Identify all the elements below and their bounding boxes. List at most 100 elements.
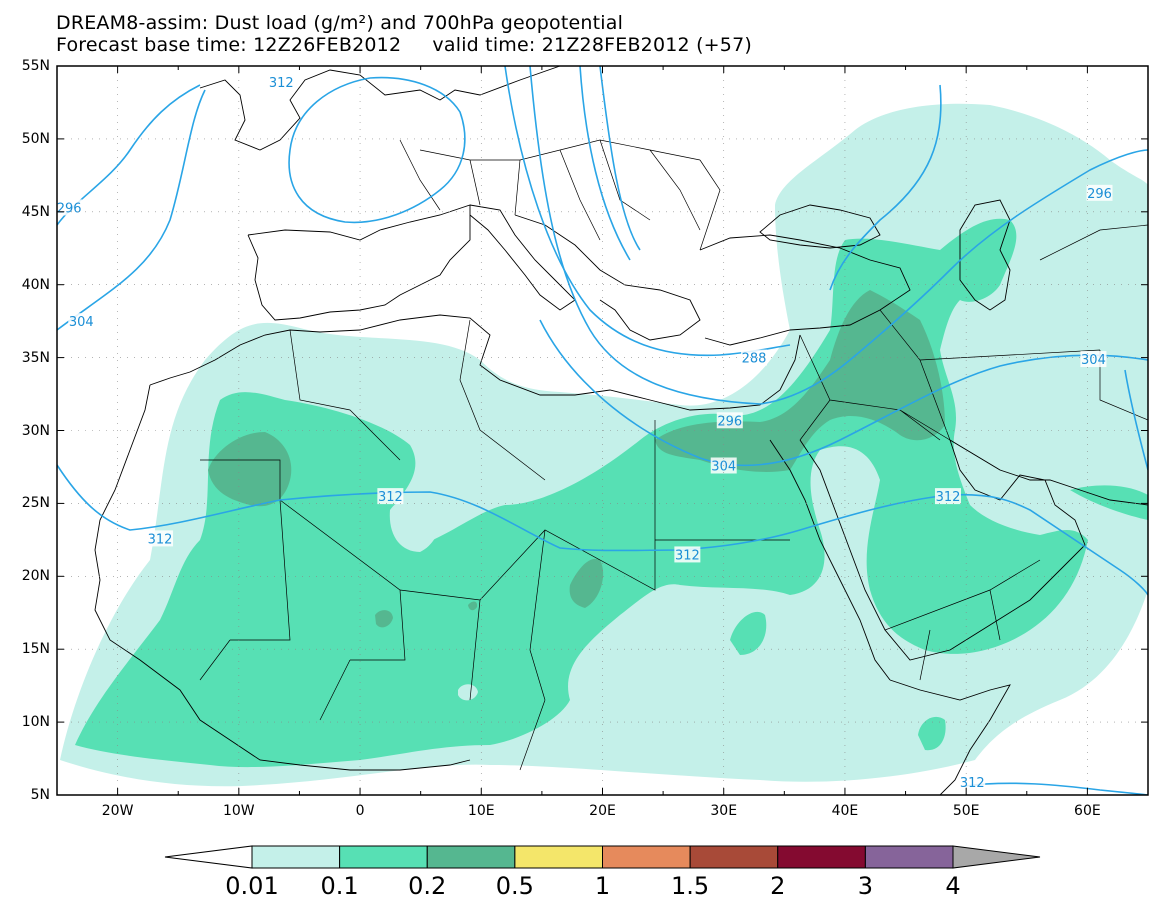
longitude-label: 50E bbox=[952, 803, 980, 819]
contour-label: 312 bbox=[268, 74, 295, 91]
contour-labels: 312 296 304 288 296 304 312 312 312 312 304 296 312 bbox=[56, 74, 1113, 791]
contour-label-text: 304 bbox=[711, 459, 736, 474]
contour-312-south bbox=[964, 782, 1148, 795]
contour-label-text: 296 bbox=[717, 414, 742, 429]
contour-label-text: 312 bbox=[378, 490, 403, 505]
contour-label: 304 bbox=[1080, 351, 1107, 368]
country-borders-africa bbox=[199, 319, 790, 771]
colorbar-swatch bbox=[251, 845, 341, 869]
dust-clear-area bbox=[389, 495, 442, 552]
colorbar-swatch bbox=[426, 845, 516, 869]
longitude-label: 40E bbox=[831, 803, 859, 819]
contour-label: 288 bbox=[741, 349, 768, 367]
contour-label-text: 304 bbox=[69, 315, 94, 330]
longitude-label: 60E bbox=[1074, 803, 1101, 819]
chart-title: DREAM8-assim: Dust load (g/m²) and 700hP… bbox=[56, 12, 624, 34]
colorbar-high-arrow bbox=[952, 845, 1041, 869]
contour-288 bbox=[504, 66, 791, 357]
contour-label-text: 312 bbox=[269, 76, 294, 91]
contour-label: 304 bbox=[68, 313, 95, 330]
contour-312-north bbox=[288, 76, 466, 224]
contour-304-west bbox=[57, 89, 206, 331]
colorbar-label: 0.2 bbox=[408, 872, 447, 900]
latitude-label: 40N bbox=[21, 276, 50, 293]
colorbar-label: 1 bbox=[594, 872, 611, 900]
dust-clear-area bbox=[458, 684, 478, 701]
contour-label-text: 312 bbox=[675, 548, 700, 563]
coastlines-and-borders bbox=[94, 66, 1148, 795]
coastline-red-sea bbox=[769, 439, 891, 681]
latitude-label: 20N bbox=[21, 568, 50, 585]
graticule bbox=[56, 65, 1149, 796]
contour-label: 296 bbox=[716, 412, 743, 429]
latitude-label: 55N bbox=[21, 58, 50, 74]
colorbar-label: 4 bbox=[945, 872, 961, 900]
colorbar-label: 2 bbox=[770, 872, 786, 900]
contour-label: 296 bbox=[56, 199, 83, 216]
coastline-iberia bbox=[247, 204, 471, 321]
colorbar-swatch bbox=[514, 845, 603, 869]
contour-304-central bbox=[539, 319, 1148, 467]
contour-312-main bbox=[57, 464, 1148, 596]
longitude-label: 20E bbox=[589, 803, 616, 819]
latitude-label: 5N bbox=[30, 787, 50, 803]
dust-band-0.2 bbox=[569, 558, 604, 608]
contour-label-text: 304 bbox=[1081, 353, 1106, 368]
latitude-label: 45N bbox=[21, 203, 50, 220]
contour-label-text: 312 bbox=[936, 490, 961, 505]
colorbar-label: 3 bbox=[857, 872, 874, 900]
coastline-caspian bbox=[959, 199, 1011, 311]
colorbar-swatch bbox=[864, 845, 954, 869]
coastline-turkey bbox=[699, 234, 911, 346]
latitude-label: 30N bbox=[21, 422, 50, 439]
contour-label-text: 296 bbox=[57, 201, 82, 216]
dust-load-shading bbox=[60, 103, 1148, 787]
contour-304-east bbox=[599, 66, 1148, 471]
longitude-label: 20W bbox=[101, 803, 134, 819]
contour-label-text: 296 bbox=[1087, 187, 1112, 202]
country-borders-europe bbox=[399, 139, 721, 251]
contour-label: 312 bbox=[959, 773, 986, 791]
longitude-label: 10W bbox=[222, 803, 255, 819]
contour-304-east2 bbox=[579, 66, 631, 261]
longitude-label: 10E bbox=[467, 803, 495, 819]
colorbar bbox=[164, 845, 1041, 869]
contour-296-east bbox=[829, 84, 942, 291]
coastline-europe bbox=[199, 66, 561, 151]
colorbar-label: 0.5 bbox=[495, 872, 534, 900]
coastline-italy bbox=[469, 204, 576, 311]
contour-label-text: 312 bbox=[960, 776, 985, 791]
coastline-horn-africa bbox=[889, 679, 1011, 795]
dust-band-0.1 bbox=[1070, 485, 1148, 520]
colorbar-label: 0.01 bbox=[225, 872, 279, 900]
latitude-label: 35N bbox=[21, 349, 50, 366]
contour-label: 296 bbox=[1086, 184, 1113, 202]
colorbar-swatch bbox=[777, 845, 866, 869]
colorbar-low-arrow bbox=[164, 845, 253, 869]
longitude-label: 30E bbox=[710, 803, 738, 819]
geopotential-contours bbox=[57, 66, 1148, 795]
colorbar-swatch bbox=[602, 845, 691, 869]
contour-label: 312 bbox=[147, 530, 174, 547]
dust-band-0.2 bbox=[468, 601, 478, 611]
coastline-black-sea bbox=[759, 204, 881, 249]
country-borders-asia bbox=[799, 224, 1148, 681]
latitude-label: 50N bbox=[21, 130, 50, 147]
contour-296-central bbox=[529, 66, 1148, 405]
latitude-label: 15N bbox=[21, 641, 50, 658]
dust-band-0.1 bbox=[918, 716, 946, 751]
colorbar-label: 1.5 bbox=[671, 872, 710, 900]
dust-band-0.1 bbox=[730, 611, 767, 655]
colorbar-label: 0.1 bbox=[320, 872, 359, 900]
coastline-balkans bbox=[514, 214, 701, 341]
contour-label-text: 288 bbox=[742, 352, 767, 367]
coastline-arabia bbox=[799, 439, 1086, 661]
contour-label: 312 bbox=[377, 488, 404, 505]
forecast-time-subtitle: Forecast base time: 12Z26FEB2012 valid t… bbox=[56, 34, 752, 56]
colorbar-swatch bbox=[339, 845, 428, 869]
longitude-label: 0 bbox=[355, 803, 365, 819]
contour-label: 312 bbox=[934, 488, 961, 505]
coastline-north-africa bbox=[149, 314, 801, 411]
latitude-label: 10N bbox=[21, 714, 50, 731]
